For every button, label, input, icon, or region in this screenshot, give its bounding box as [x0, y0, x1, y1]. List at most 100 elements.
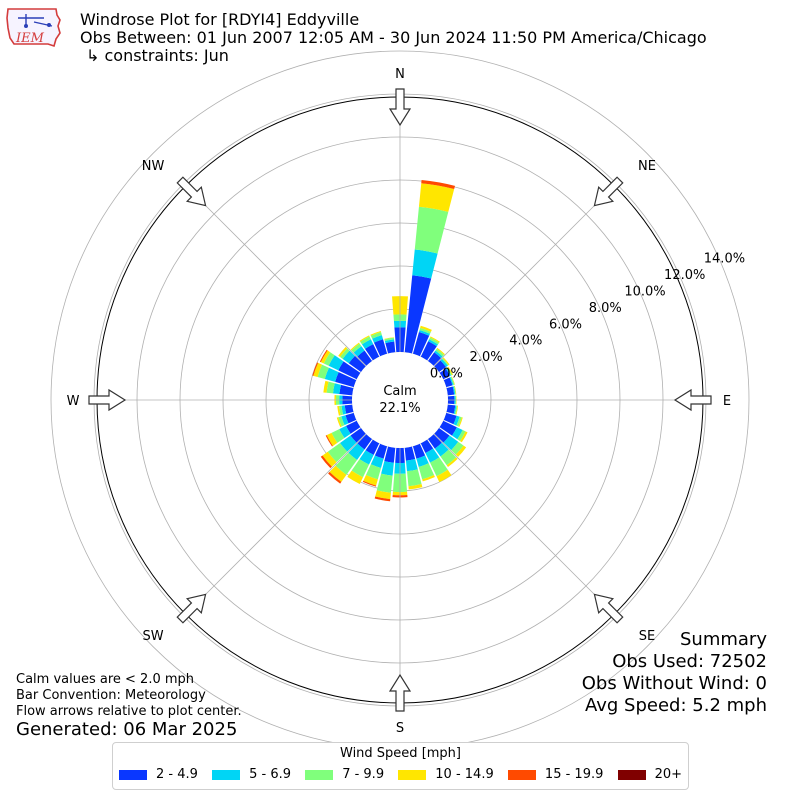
- wind-bar-segment: [376, 473, 393, 493]
- obs-used: Obs Used: 72502: [612, 651, 767, 672]
- wind-bar-segment: [384, 337, 394, 340]
- wind-bar-segment: [329, 465, 347, 482]
- wind-bar-segment: [327, 442, 348, 463]
- wind-bar-segment: [346, 420, 361, 434]
- wind-bar-segment: [414, 206, 449, 254]
- radial-tick-label: 10.0%: [624, 284, 665, 299]
- title-block: Windrose Plot for [RDYI4] Eddyville Obs …: [80, 11, 707, 65]
- wind-bar-segment: [412, 332, 430, 357]
- wind-bar-segment: [419, 327, 431, 334]
- wind-bar-segment: [335, 372, 357, 388]
- legend-label: 20+: [654, 767, 682, 782]
- wind-bar-segment: [324, 367, 339, 382]
- legend-swatch: [617, 769, 646, 780]
- wind-bar-segment: [412, 249, 438, 279]
- radial-tick-label: 2.0%: [470, 350, 503, 365]
- wind-bar-segment: [445, 368, 452, 377]
- chart-subtitle: Obs Between: 01 Jun 2007 12:05 AM - 30 J…: [80, 28, 707, 47]
- calm-circle: [352, 352, 448, 448]
- radial-tick-label: 0.0%: [430, 367, 463, 382]
- legend: Wind Speed [mph] 2 - 4.9 5 - 6.9 7 - 9.9…: [112, 742, 689, 790]
- wind-bar-segment: [430, 457, 448, 477]
- wind-bar-segment: [342, 350, 355, 364]
- wind-bar-segment: [339, 425, 351, 439]
- wind-bar-segment: [446, 386, 455, 396]
- radial-tick-label: 12.0%: [664, 268, 705, 283]
- wind-bar-segment: [374, 496, 391, 502]
- wind-bar-segment: [430, 336, 440, 343]
- wind-bar-segment: [404, 275, 432, 354]
- wind-bar-segment: [436, 347, 445, 355]
- legend-item: 5 - 6.9: [212, 767, 291, 782]
- wind-bar-segment: [416, 455, 429, 467]
- wind-bar-segment: [451, 441, 464, 455]
- flow-arrow-icon: [388, 88, 412, 127]
- wind-bar-segment: [320, 350, 331, 364]
- wind-bar-segment: [363, 475, 378, 486]
- wind-bar-segment: [338, 361, 361, 380]
- legend-label: 10 - 14.9: [435, 767, 494, 782]
- wind-bar-segment: [447, 366, 453, 376]
- wind-bar-segment: [422, 475, 435, 482]
- avg-speed: Avg Speed: 5.2 mph: [585, 695, 767, 716]
- wind-bar-segment: [365, 464, 382, 480]
- flow-arrow-icon: [88, 388, 127, 412]
- wind-bar-segment: [443, 412, 457, 425]
- legend-swatch: [507, 769, 536, 780]
- wind-bar-segment: [323, 380, 329, 393]
- notes-block: Calm values are < 2.0 mph Bar Convention…: [16, 672, 242, 720]
- wind-bar-segment: [337, 405, 341, 416]
- wind-bar-segment: [439, 420, 457, 436]
- wind-bar-segment: [338, 416, 345, 427]
- wind-bar-segment: [427, 352, 442, 366]
- legend-label: 7 - 9.9: [342, 767, 385, 782]
- flow-arrow-icon: [176, 593, 207, 624]
- radial-tick-label: 8.0%: [589, 301, 622, 316]
- wind-bar-segment: [453, 386, 456, 395]
- wind-bar-segment: [353, 346, 365, 357]
- wind-bar-segment: [427, 434, 442, 449]
- wind-bar-segment: [339, 435, 357, 452]
- wind-bar-segment: [418, 463, 435, 480]
- wind-bar-segment: [362, 480, 377, 487]
- wind-bar-segment: [412, 443, 426, 459]
- wind-bar-segment: [385, 341, 396, 354]
- wind-bar-segment: [384, 446, 396, 463]
- wind-bar-segment: [384, 337, 395, 342]
- wind-bar-segment: [359, 335, 370, 342]
- wind-bar-segment: [370, 330, 382, 336]
- legend-title: Wind Speed [mph]: [340, 746, 461, 761]
- wind-bars: [312, 179, 468, 502]
- wind-bar-segment: [364, 344, 380, 361]
- direction-spokes: [97, 97, 703, 703]
- wind-bar-segment: [406, 469, 422, 487]
- flow-arrow-icon: [593, 593, 624, 624]
- calm-label: Calm: [383, 384, 416, 399]
- wind-bar-segment: [339, 348, 350, 359]
- summary-block: Summary Obs Used: 72502 Obs Without Wind…: [582, 629, 767, 717]
- wind-bar-segment: [434, 350, 443, 359]
- obs-without-wind: Obs Without Wind: 0: [581, 673, 767, 694]
- wind-bar-segment: [434, 442, 449, 457]
- wind-bar-segment: [441, 358, 449, 366]
- calm-value: 22.1%: [379, 401, 420, 416]
- wind-bar-segment: [313, 362, 323, 377]
- wind-bar-segment: [440, 358, 448, 368]
- legend-label: 2 - 4.9: [156, 767, 198, 782]
- wind-bar-segment: [372, 335, 384, 343]
- wind-bar-segment: [341, 415, 349, 426]
- wind-bar-segment: [331, 429, 345, 443]
- wind-bar-segment: [347, 470, 364, 485]
- wind-bar-segment: [434, 427, 450, 443]
- wind-bar-segment: [312, 362, 319, 376]
- wind-bar-segment: [344, 404, 354, 414]
- flow-arrows: [88, 88, 712, 712]
- wind-bar-segment: [373, 339, 388, 357]
- direction-label-sw: SW: [142, 629, 163, 644]
- wind-bar-segment: [350, 342, 360, 351]
- chart-title: Windrose Plot for [RDYI4] Eddyville: [80, 10, 360, 29]
- wind-bar-segment: [418, 329, 431, 336]
- wind-bar-segment: [348, 355, 366, 373]
- legend-swatch: [398, 769, 427, 780]
- legend-item: 15 - 19.9: [507, 767, 603, 782]
